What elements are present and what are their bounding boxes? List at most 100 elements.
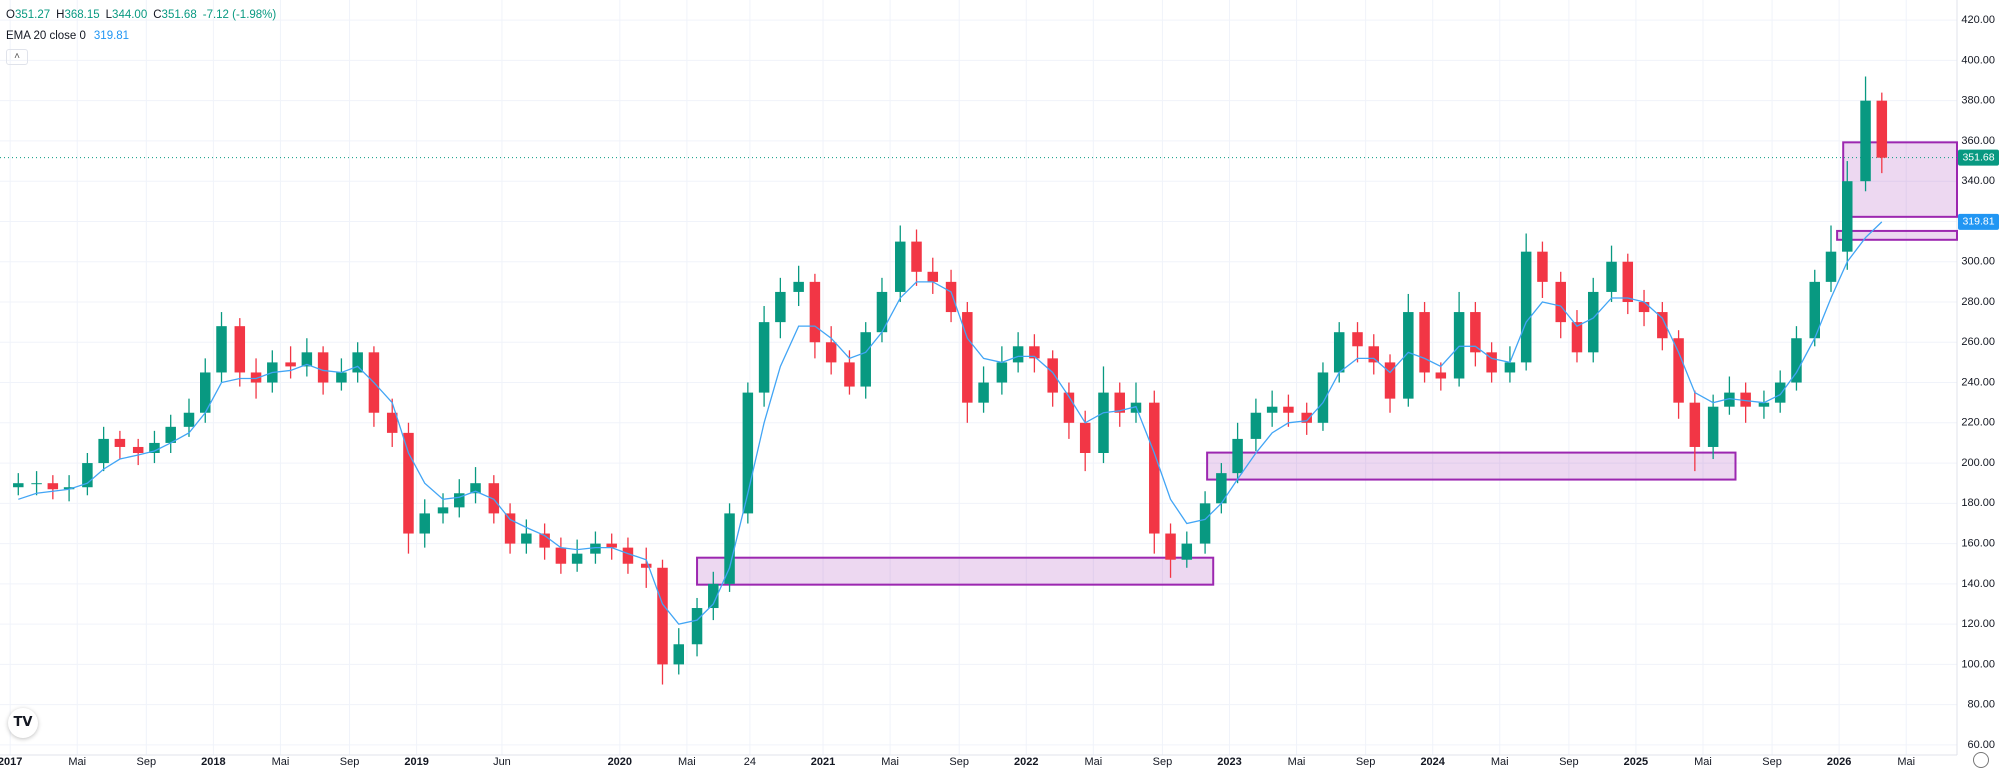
ohlc-value: 344.00	[112, 9, 148, 21]
x-tick-label: 2022	[1014, 756, 1038, 768]
y-tick-label: 80.00	[1967, 699, 1995, 711]
price-axis-bg	[1957, 0, 1999, 770]
candle-body	[82, 463, 93, 488]
logo[interactable]: TV	[8, 708, 38, 738]
y-tick-label: 340.00	[1961, 175, 1995, 187]
candle-body	[1079, 422, 1091, 453]
candle-body	[775, 291, 786, 323]
ohlc-value: 351.68	[161, 9, 197, 21]
candle-body	[539, 533, 550, 548]
candle-body	[1352, 332, 1363, 347]
ohlc-key: H	[56, 9, 65, 21]
y-tick-label: 100.00	[1961, 658, 1995, 670]
x-tick-label: 2019	[404, 756, 428, 768]
ohlc-value: 351.27	[14, 9, 51, 21]
candle-body	[1622, 261, 1634, 302]
candle-body	[844, 362, 855, 387]
candle-body	[571, 553, 583, 564]
candle-body	[1047, 358, 1058, 393]
candle-body	[1470, 312, 1481, 353]
x-tick-label: Mai	[1897, 756, 1915, 768]
y-tick-label: 160.00	[1961, 538, 1995, 550]
candle-body	[285, 362, 296, 367]
zone	[1836, 229, 1958, 241]
candle-body	[149, 442, 160, 453]
candle-body	[1876, 100, 1888, 158]
x-tick-label: Mai	[68, 756, 86, 768]
candle-body	[1758, 402, 1770, 407]
candle-body	[673, 644, 685, 665]
candle-body	[1063, 392, 1075, 423]
candle-body	[1301, 412, 1312, 423]
candle-body	[1825, 251, 1837, 282]
candle-body	[386, 412, 398, 433]
candle-body	[657, 567, 668, 665]
y-tick-label: 400.00	[1961, 54, 1995, 66]
candle-body	[1165, 533, 1176, 560]
candle-body	[336, 372, 347, 383]
candle-body	[1740, 392, 1751, 407]
candle-body	[793, 281, 804, 292]
y-tick-label: 360.00	[1961, 135, 1995, 147]
candle-body	[132, 446, 144, 453]
x-tick-label: Mai	[1084, 756, 1102, 768]
candle-body	[1638, 302, 1650, 313]
x-tick-label: 2026	[1827, 756, 1851, 768]
candle-body	[945, 281, 957, 313]
candle-body	[1606, 261, 1617, 292]
candle-body	[555, 547, 567, 564]
candle-body	[996, 362, 1008, 383]
candle-body	[860, 332, 871, 387]
x-tick-label: 2023	[1217, 756, 1241, 768]
candle-body	[1791, 338, 1802, 383]
candle-body	[1673, 338, 1684, 403]
candle-body	[1587, 291, 1599, 353]
y-tick-label: 280.00	[1961, 296, 1995, 308]
indicator-value: 319.81	[93, 30, 130, 42]
candle-body	[504, 513, 516, 544]
candle-body	[521, 533, 532, 544]
candle-body	[301, 352, 313, 367]
x-tick-label: Sep	[1153, 756, 1173, 768]
candle-body	[470, 483, 481, 494]
candle-body	[63, 487, 75, 490]
candle-body	[1657, 312, 1668, 339]
x-tick-label: Sep	[1559, 756, 1579, 768]
zone	[1842, 141, 1958, 218]
change: -7.12 (-1.98%)	[202, 9, 277, 21]
candle-body	[927, 271, 939, 282]
candle-body	[13, 483, 24, 488]
candle-body	[1842, 181, 1853, 252]
candle-body	[183, 412, 195, 427]
candle-body	[1012, 346, 1024, 363]
candle-body	[724, 513, 735, 584]
candle-body	[1317, 372, 1329, 423]
candle-body	[1384, 362, 1396, 399]
candle-body	[742, 392, 754, 514]
y-tick-label: 260.00	[1961, 336, 1995, 348]
candle-body	[1724, 392, 1735, 407]
ohlc-key: O	[6, 9, 15, 21]
y-tick-label: 420.00	[1961, 14, 1995, 26]
candle-body	[352, 352, 363, 373]
candle-body	[1435, 372, 1447, 379]
candle-body	[622, 547, 634, 564]
candle-body	[1774, 382, 1786, 403]
candle-body	[1181, 543, 1193, 560]
x-tick-label: Sep	[1356, 756, 1376, 768]
candle-body	[403, 432, 414, 534]
settings-icon[interactable]	[1973, 752, 1989, 768]
candle-body	[708, 583, 719, 609]
y-tick-label: 140.00	[1961, 578, 1995, 590]
x-tick-label: Jun	[493, 756, 511, 768]
x-tick-label: 2025	[1624, 756, 1648, 768]
candle-body	[1029, 346, 1040, 359]
zone	[696, 556, 1215, 586]
collapse-button[interactable]: ˄	[6, 49, 28, 65]
candle-body	[1098, 392, 1109, 453]
x-tick-label: 2017	[0, 756, 22, 768]
y-tick-label: 220.00	[1961, 417, 1995, 429]
candle-body	[809, 281, 821, 343]
candle-body	[1403, 312, 1414, 399]
indicator-name: EMA 20 close 0	[6, 30, 86, 42]
